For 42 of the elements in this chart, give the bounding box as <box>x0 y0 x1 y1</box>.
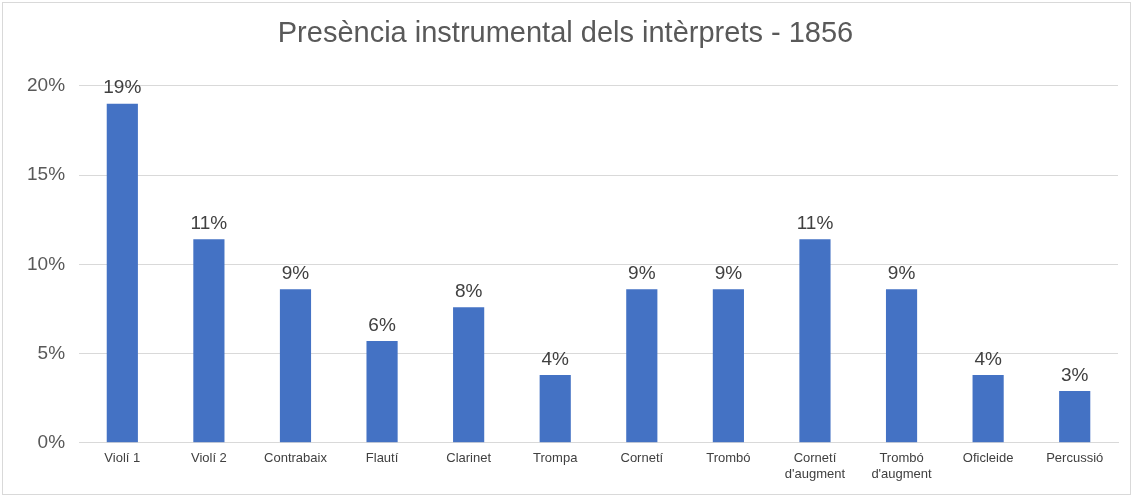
x-tick-label: Violí 1 <box>104 450 141 466</box>
data-label: 9% <box>281 262 310 284</box>
y-tick-label: 15% <box>27 163 66 185</box>
bar <box>366 341 398 443</box>
x-tick-label: Flautí <box>365 450 399 466</box>
bar <box>1059 391 1091 443</box>
data-label: 8% <box>454 279 483 301</box>
x-tick-label: Trompa <box>533 450 579 466</box>
x-tick-label: Contrabaix <box>264 450 328 466</box>
data-label: 4% <box>541 347 570 369</box>
x-tick-label: Clarinet <box>446 450 492 466</box>
data-label: 9% <box>628 262 656 284</box>
x-tick-label: Oficleide <box>962 450 1014 466</box>
bar <box>972 374 1004 443</box>
data-label: 4% <box>974 347 1002 369</box>
bar <box>799 239 831 443</box>
data-label: 19% <box>103 76 142 98</box>
bar <box>453 307 485 443</box>
data-label: 9% <box>887 262 916 284</box>
x-tick-label: Trombó d'augment <box>871 450 933 481</box>
x-tick-label: Cornetí <box>620 450 664 466</box>
data-label: 11% <box>796 212 834 234</box>
x-tick-label: Violí 2 <box>190 450 227 466</box>
bar <box>106 103 138 443</box>
data-label: 6% <box>368 313 396 335</box>
data-label: 3% <box>1060 363 1089 385</box>
x-tick-label: Percussió <box>1046 450 1104 466</box>
bar <box>539 374 571 443</box>
data-label: 9% <box>714 262 743 284</box>
y-tick-label: 20% <box>27 74 66 96</box>
y-tick-label: 5% <box>37 341 66 363</box>
bar <box>279 289 312 443</box>
x-tick-label: Cornetí d'augment <box>784 450 846 481</box>
y-tick-label: 0% <box>37 431 66 453</box>
bar <box>193 239 225 443</box>
bar <box>712 289 744 443</box>
bar <box>626 289 658 443</box>
data-label: 11% <box>190 212 228 234</box>
y-tick-label: 10% <box>27 252 66 274</box>
x-tick-label: Trombó <box>706 450 751 466</box>
chart-title: Presència instrumental dels intèrprets - 1856 <box>277 16 854 49</box>
bar <box>885 289 918 443</box>
